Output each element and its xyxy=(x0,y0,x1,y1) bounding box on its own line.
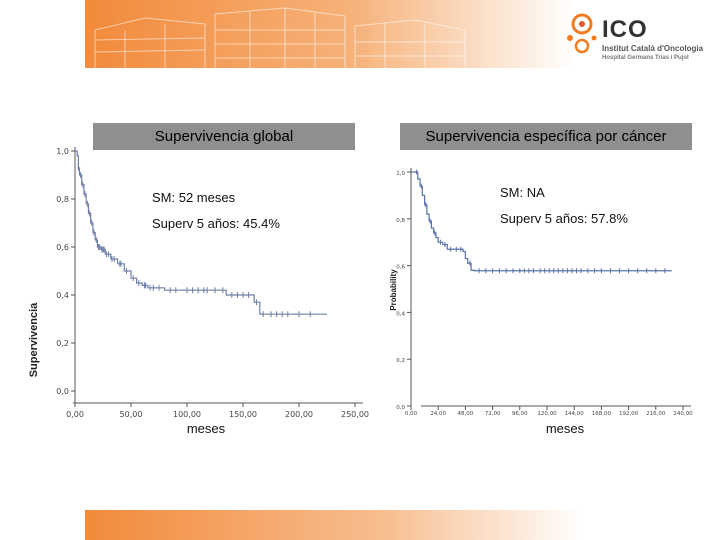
ico-logo: ICO Institut Català d'Oncologia Hospital… xyxy=(562,8,712,68)
x-tick-label: 0,00 xyxy=(66,410,84,419)
panel1-title: Supervivencia global xyxy=(154,128,294,145)
y-tick-label: 0,4 xyxy=(396,311,405,317)
y-tick-label: 0,6 xyxy=(396,265,405,271)
logo-hospital: Hospital Germans Trias i Pujol xyxy=(602,55,689,61)
x-tick-label: 168,00 xyxy=(592,411,612,417)
y-tick-label: 1,0 xyxy=(56,147,69,156)
x-axis-label: meses xyxy=(187,421,226,436)
y-axis-label: Supervivencia xyxy=(28,302,40,377)
panel1-five-year-survival: Superv 5 años: 45.4% xyxy=(152,216,280,231)
x-tick-label: 120,00 xyxy=(537,411,557,417)
panel2-five-year-survival: Superv 5 años: 57.8% xyxy=(500,211,628,226)
x-tick-label: 216,00 xyxy=(646,411,666,417)
x-tick-label: 50,00 xyxy=(120,410,143,419)
x-tick-label: 192,00 xyxy=(619,411,639,417)
y-axis-label: Probability xyxy=(389,269,398,311)
y-tick-label: 0,0 xyxy=(396,405,405,411)
x-tick-label: 240,00 xyxy=(673,411,693,417)
y-tick-label: 0,4 xyxy=(56,291,69,300)
header-banner xyxy=(85,0,575,68)
y-tick-label: 0,2 xyxy=(396,358,405,364)
panel2-title-box: Supervivencia específica por cáncer xyxy=(400,123,692,150)
x-tick-label: 48,00 xyxy=(458,411,474,417)
x-tick-label: 250,00 xyxy=(341,410,369,419)
y-tick-label: 0,6 xyxy=(56,243,69,252)
x-tick-label: 72,00 xyxy=(485,411,501,417)
y-tick-label: 0,8 xyxy=(396,218,405,224)
x-tick-label: 0,00 xyxy=(405,411,418,417)
x-tick-label: 144,00 xyxy=(565,411,585,417)
cancer-specific-survival-chart: 0,0 0,2 0,4 0,6 0,8 1,0 0,00 24,00 48,00 72,00 96,… xyxy=(389,168,693,436)
survival-curve xyxy=(75,150,327,315)
panel1-median: SM: 52 meses xyxy=(152,190,236,205)
survival-curve xyxy=(411,171,672,272)
y-tick-label: 0,2 xyxy=(56,339,69,348)
x-tick-label: 150,00 xyxy=(229,410,257,419)
y-tick-label: 0,8 xyxy=(56,195,69,204)
x-tick-label: 100,00 xyxy=(173,410,201,419)
x-tick-label: 200,00 xyxy=(285,410,313,419)
footer-banner xyxy=(85,510,585,540)
panel2-median: SM: NA xyxy=(500,185,545,200)
ico-logo-mark xyxy=(567,13,597,54)
y-tick-label: 1,0 xyxy=(396,171,405,177)
overall-survival-chart: 0,0 0,2 0,4 0,6 0,8 1,0 0,00 50,00 100,00 150,00 2… xyxy=(28,147,369,436)
y-tick-label: 0,0 xyxy=(56,387,69,396)
x-tick-label: 24,00 xyxy=(430,411,446,417)
panel2-title: Supervivencia específica por cáncer xyxy=(425,128,667,145)
logo-subtitle: Institut Català d'Oncologia xyxy=(602,44,704,53)
x-axis-label: meses xyxy=(546,421,585,436)
panel1-title-box: Supervivencia global xyxy=(93,123,355,150)
logo-title: ICO xyxy=(602,16,648,43)
x-tick-label: 96,00 xyxy=(512,411,528,417)
